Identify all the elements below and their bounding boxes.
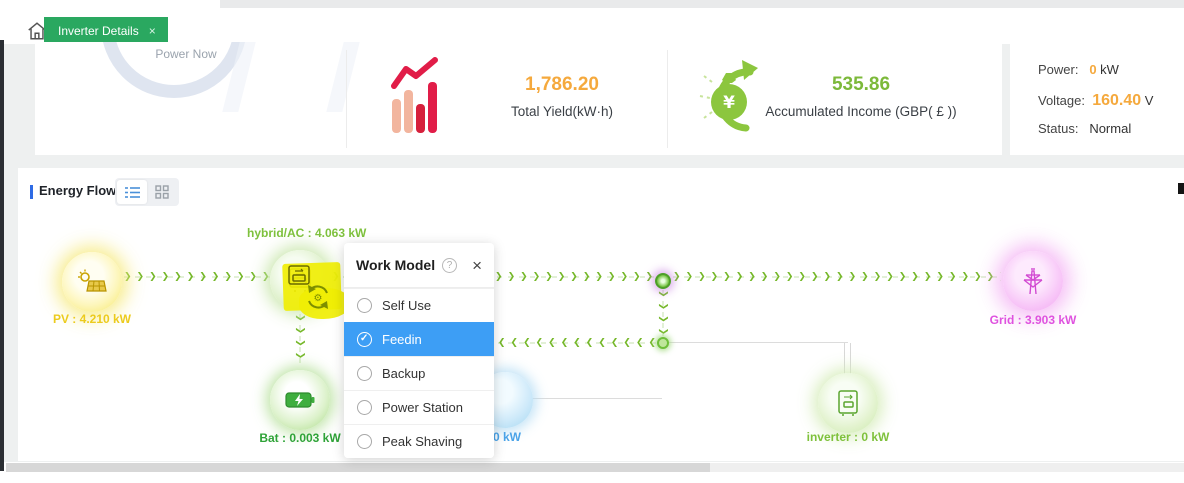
junction-node-upper	[655, 273, 671, 289]
svg-text:¥: ¥	[723, 93, 735, 113]
flow-junction-to-backup: ❯❯❯❯❯❯❯❯❯❯❯❯❯	[498, 337, 656, 349]
power-now-label: Power Now	[155, 47, 217, 61]
voltage-unit: V	[1144, 93, 1154, 108]
status-label: Status:	[1038, 121, 1079, 136]
option-label: Feedin	[382, 331, 422, 347]
total-yield-label: Total Yield(kW·h)	[510, 104, 614, 119]
tab-bar	[4, 8, 1184, 44]
horizontal-scrollbar-thumb[interactable]	[6, 463, 710, 472]
tab-label: Inverter Details	[58, 23, 139, 38]
inverter-node[interactable]	[818, 373, 878, 433]
cropped-corner-icon[interactable]	[1178, 183, 1184, 194]
total-yield-value: 1,786.20	[525, 74, 599, 95]
grid-node[interactable]	[1003, 251, 1063, 311]
energy-flow-card: Energy Flow	[18, 168, 1184, 461]
battery-label: Bat : 0.003 kW	[259, 431, 341, 445]
help-icon[interactable]: ?	[442, 257, 458, 273]
power-row: Power: 0 kW	[1038, 62, 1119, 77]
work-mode-cycle-icon[interactable]: ⚙	[302, 281, 334, 318]
radio-icon[interactable]	[357, 400, 372, 415]
battery-node[interactable]	[270, 370, 330, 430]
grid-to-inverter-line	[664, 342, 848, 343]
radio-checked-icon[interactable]: ✓	[357, 331, 372, 347]
income-icon: ¥	[698, 54, 760, 145]
voltage-value: 160.40	[1092, 92, 1142, 109]
pv-label: PV : 4.210 kW	[52, 312, 132, 326]
divider	[346, 50, 347, 148]
status-row: Status: Normal	[1038, 121, 1131, 136]
option-self-use[interactable]: Self Use	[344, 288, 494, 322]
hybrid-label: hybrid/AC : 4.063 kW	[247, 226, 367, 240]
status-value: Normal	[1089, 121, 1132, 136]
flow-pv-to-hybrid: ❯❯❯❯❯❯❯❯❯❯❯❯	[124, 271, 270, 283]
flow-junction-down: ❯❯❯❯	[657, 290, 669, 336]
option-power-station[interactable]: Power Station	[344, 390, 494, 424]
highlighted-inverter-icon	[286, 264, 312, 295]
grid-label: Grid : 3.903 kW	[989, 313, 1077, 327]
power-unit: kW	[1100, 62, 1119, 77]
grid-view-button[interactable]	[147, 180, 177, 204]
summary-card: Power Now 1,786.20 Total Yield(kW·h)	[35, 42, 1002, 155]
pv-node[interactable]	[62, 252, 122, 312]
voltage-row: Voltage: 160.40 V	[1038, 92, 1153, 110]
option-backup[interactable]: Backup	[344, 356, 494, 390]
flow-junction-to-grid: ❯❯❯❯❯❯❯❯❯❯❯❯❯❯❯❯❯❯❯❯❯❯❯❯❯❯❯❯	[673, 271, 1001, 283]
option-label: Power Station	[382, 400, 463, 415]
voltage-label: Voltage:	[1038, 93, 1085, 108]
inverter-label: inverter : 0 kW	[806, 430, 890, 444]
radio-icon[interactable]	[357, 298, 372, 313]
total-yield-icon	[391, 54, 439, 141]
power-value: 0	[1089, 62, 1097, 77]
income-value: 535.86	[831, 74, 891, 95]
radio-icon[interactable]	[357, 366, 372, 381]
work-model-title: Work Model	[356, 257, 436, 273]
option-label: Self Use	[382, 298, 432, 313]
home-icon[interactable]	[26, 20, 48, 42]
view-toggle	[115, 178, 179, 206]
close-icon[interactable]: ×	[472, 255, 482, 275]
top-scroll-strip	[220, 0, 1184, 8]
option-label: Peak Shaving	[382, 434, 463, 449]
radio-icon[interactable]	[357, 434, 372, 449]
backup-label: 0 kW	[493, 430, 522, 444]
backup-line	[530, 398, 662, 399]
work-model-header: Work Model ? ×	[344, 243, 494, 288]
energy-flow-title: Energy Flow	[39, 183, 117, 198]
decor-bar	[326, 42, 360, 112]
income-label: Accumulated Income (GBP( £ ))	[765, 104, 957, 119]
junction-node-lower	[657, 337, 669, 349]
window-left-edge	[0, 40, 4, 471]
tab-close-icon[interactable]: ×	[148, 23, 156, 38]
option-peak-shaving[interactable]: Peak Shaving	[344, 424, 494, 458]
option-label: Backup	[382, 366, 426, 381]
status-card: Power: 0 kW Voltage: 160.40 V Status: No…	[1010, 42, 1184, 155]
svg-text:⚙: ⚙	[314, 293, 323, 304]
list-view-button[interactable]	[117, 180, 147, 204]
work-model-popup: Work Model ? × Self Use ✓ Feedin Backup …	[344, 243, 494, 458]
tab-inverter-details[interactable]: Inverter Details ×	[44, 17, 168, 44]
inverter-drop-line	[844, 343, 851, 375]
divider	[667, 50, 668, 148]
option-feedin[interactable]: ✓ Feedin	[344, 322, 494, 356]
power-label: Power:	[1038, 62, 1079, 77]
section-accent-bar	[30, 185, 33, 199]
flow-hybrid-to-battery: ❯❯❯❯	[294, 314, 306, 368]
